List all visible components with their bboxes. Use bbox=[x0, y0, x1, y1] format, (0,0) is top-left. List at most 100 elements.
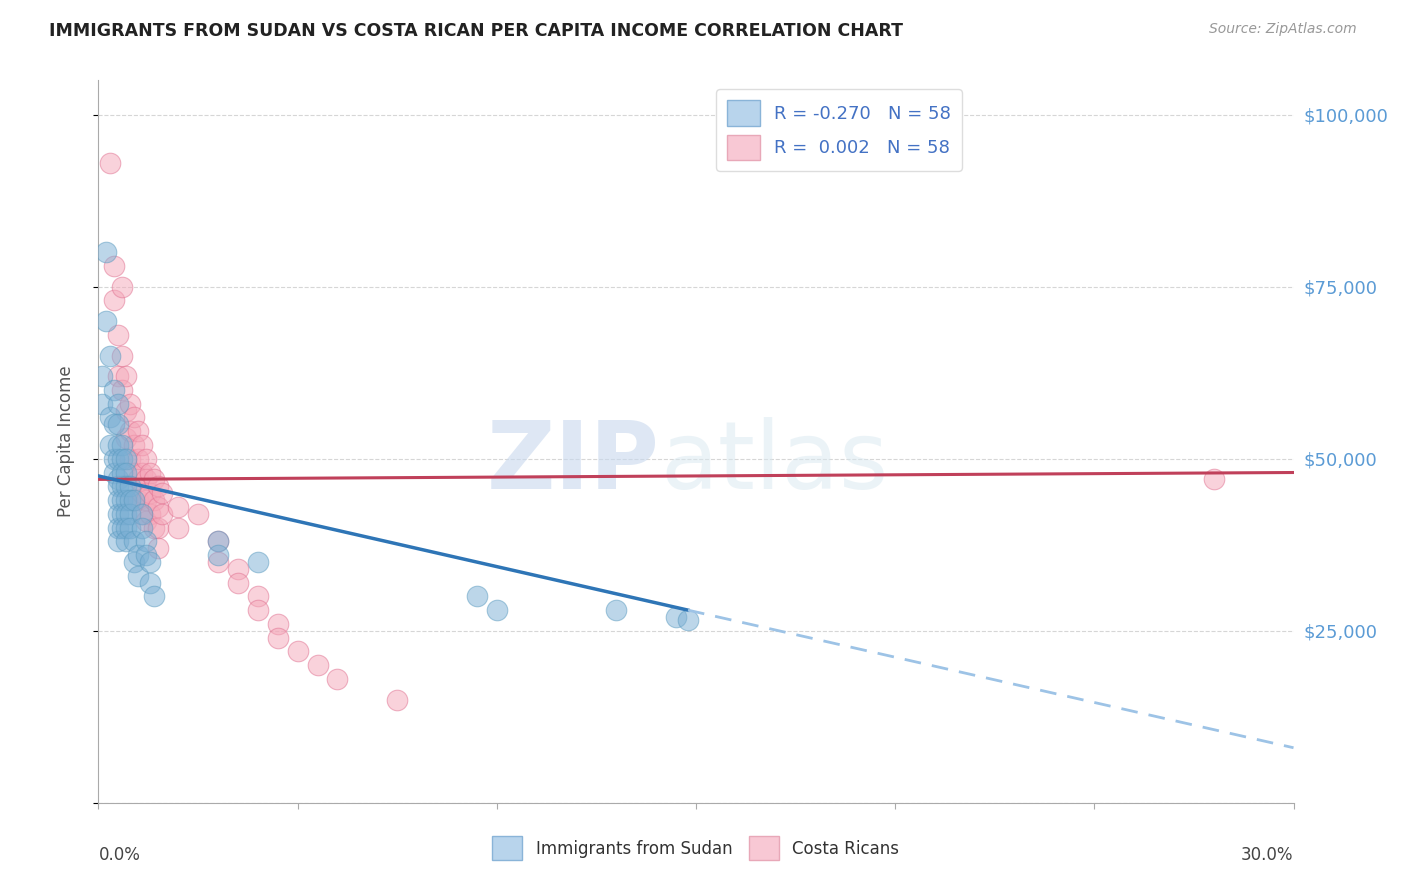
Point bbox=[111, 279, 134, 293]
Point bbox=[267, 631, 290, 645]
Point bbox=[665, 610, 688, 624]
Point bbox=[103, 293, 125, 308]
Text: 0.0%: 0.0% bbox=[98, 847, 141, 864]
Point bbox=[111, 507, 134, 521]
Point bbox=[207, 534, 229, 549]
Point bbox=[246, 555, 269, 569]
Legend: Immigrants from Sudan, Costa Ricans: Immigrants from Sudan, Costa Ricans bbox=[486, 830, 905, 867]
Point bbox=[143, 590, 166, 604]
Y-axis label: Per Capita Income: Per Capita Income bbox=[56, 366, 75, 517]
Point bbox=[107, 472, 129, 486]
Point bbox=[135, 548, 157, 562]
Point bbox=[207, 548, 229, 562]
Point bbox=[111, 383, 134, 397]
Point bbox=[135, 493, 157, 508]
Point bbox=[120, 451, 142, 466]
Point bbox=[287, 644, 309, 658]
Point bbox=[131, 507, 153, 521]
Text: ZIP: ZIP bbox=[488, 417, 661, 509]
Point bbox=[107, 507, 129, 521]
Point bbox=[167, 500, 190, 514]
Point bbox=[107, 417, 129, 432]
Point bbox=[131, 486, 153, 500]
Point bbox=[143, 472, 166, 486]
Point bbox=[98, 156, 122, 170]
Point bbox=[107, 369, 129, 384]
Point bbox=[103, 466, 125, 480]
Point bbox=[1202, 472, 1225, 486]
Point bbox=[103, 451, 125, 466]
Point bbox=[98, 410, 122, 425]
Point bbox=[120, 520, 142, 534]
Point bbox=[107, 451, 129, 466]
Point bbox=[485, 603, 508, 617]
Text: Source: ZipAtlas.com: Source: ZipAtlas.com bbox=[1209, 22, 1357, 37]
Point bbox=[676, 614, 699, 628]
Point bbox=[107, 479, 129, 493]
Point bbox=[148, 500, 170, 514]
Point bbox=[167, 520, 190, 534]
Point bbox=[127, 493, 149, 508]
Point bbox=[139, 575, 162, 590]
Point bbox=[143, 493, 166, 508]
Point bbox=[124, 555, 146, 569]
Point bbox=[115, 466, 138, 480]
Point bbox=[111, 493, 134, 508]
Point bbox=[115, 479, 138, 493]
Point bbox=[115, 520, 138, 534]
Point bbox=[103, 383, 125, 397]
Point bbox=[127, 451, 149, 466]
Point bbox=[91, 397, 114, 411]
Point bbox=[124, 534, 146, 549]
Point bbox=[98, 349, 122, 363]
Point bbox=[115, 431, 138, 445]
Point bbox=[139, 466, 162, 480]
Point bbox=[150, 486, 173, 500]
Point bbox=[148, 479, 170, 493]
Point bbox=[150, 507, 173, 521]
Point bbox=[111, 479, 134, 493]
Point bbox=[107, 438, 129, 452]
Point bbox=[226, 562, 249, 576]
Point bbox=[107, 397, 129, 411]
Point bbox=[207, 534, 229, 549]
Point bbox=[120, 493, 142, 508]
Point bbox=[107, 534, 129, 549]
Point bbox=[246, 603, 269, 617]
Point bbox=[96, 245, 118, 260]
Point bbox=[131, 466, 153, 480]
Point bbox=[135, 534, 157, 549]
Point bbox=[111, 466, 134, 480]
Point bbox=[246, 590, 269, 604]
Point bbox=[131, 438, 153, 452]
Point bbox=[91, 369, 114, 384]
Point bbox=[111, 349, 134, 363]
Point bbox=[115, 493, 138, 508]
Point bbox=[226, 575, 249, 590]
Point bbox=[115, 534, 138, 549]
Point bbox=[385, 692, 409, 706]
Point bbox=[111, 438, 134, 452]
Point bbox=[120, 507, 142, 521]
Point bbox=[139, 555, 162, 569]
Point bbox=[605, 603, 627, 617]
Point bbox=[139, 486, 162, 500]
Point bbox=[107, 520, 129, 534]
Text: atlas: atlas bbox=[661, 417, 889, 509]
Point bbox=[124, 410, 146, 425]
Point bbox=[326, 672, 349, 686]
Point bbox=[111, 451, 134, 466]
Text: 30.0%: 30.0% bbox=[1241, 847, 1294, 864]
Text: IMMIGRANTS FROM SUDAN VS COSTA RICAN PER CAPITA INCOME CORRELATION CHART: IMMIGRANTS FROM SUDAN VS COSTA RICAN PER… bbox=[49, 22, 903, 40]
Point bbox=[115, 507, 138, 521]
Point bbox=[96, 314, 118, 328]
Point bbox=[127, 548, 149, 562]
Point bbox=[124, 438, 146, 452]
Point bbox=[143, 520, 166, 534]
Point bbox=[135, 451, 157, 466]
Point bbox=[103, 259, 125, 273]
Point bbox=[465, 590, 488, 604]
Point bbox=[124, 493, 146, 508]
Point bbox=[103, 417, 125, 432]
Point bbox=[207, 555, 229, 569]
